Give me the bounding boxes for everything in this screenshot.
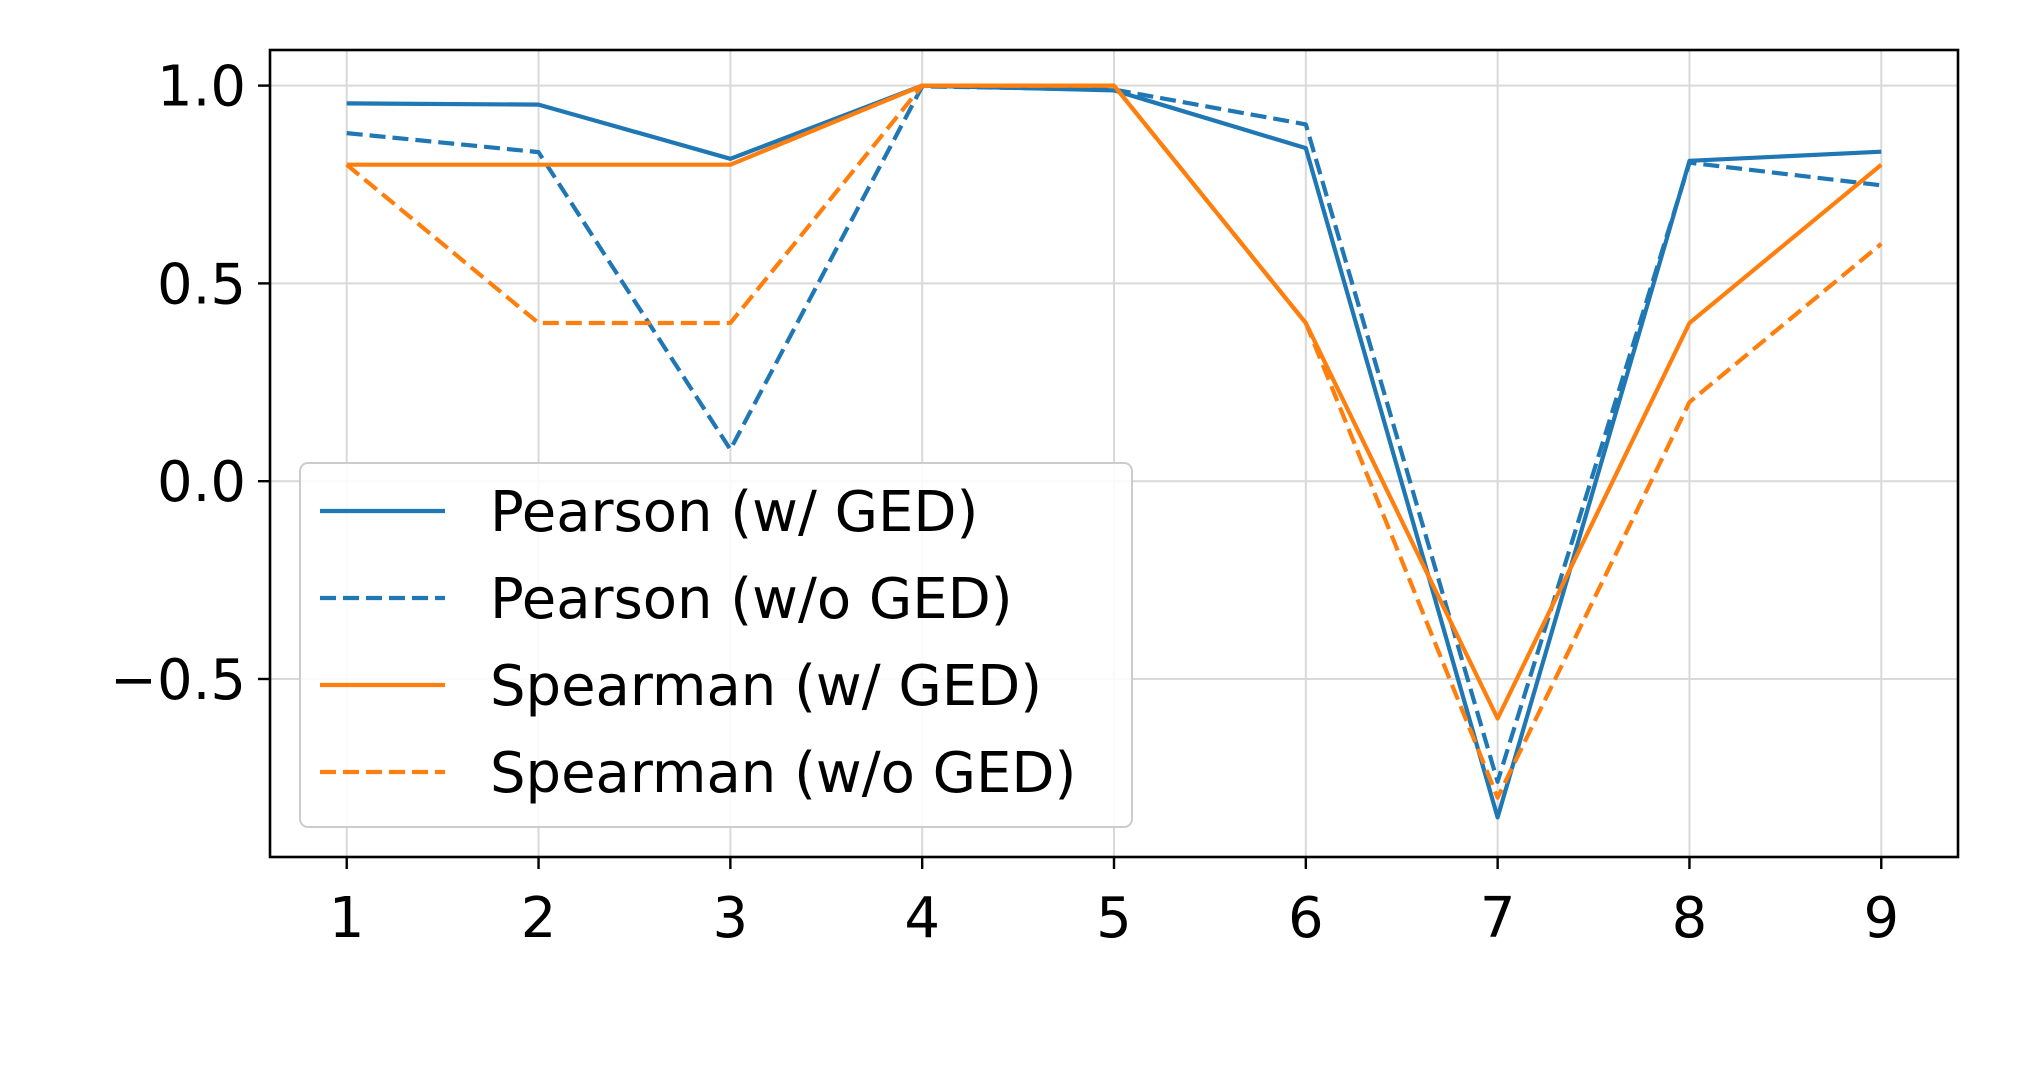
series-lines: [345, 83, 1883, 820]
x-tick-label: 5: [1096, 886, 1132, 951]
legend-box: [299, 462, 1133, 828]
x-tick-label: 7: [1480, 886, 1516, 951]
series-line-2: [346, 84, 1882, 784]
x-tick-label: 4: [904, 886, 940, 951]
x-tick-label: 6: [1288, 886, 1324, 951]
legend-label: Spearman (w/o GED): [490, 741, 1076, 806]
y-tick-label: −0.5: [110, 648, 246, 713]
x-tick-label: 8: [1672, 886, 1708, 951]
series-line-3: [346, 83, 1883, 721]
x-tick-label: 9: [1863, 886, 1899, 951]
y-tick-label: 0.5: [157, 252, 246, 317]
y-tick-label: 0.0: [157, 450, 246, 515]
legend-label: Spearman (w/ GED): [490, 654, 1042, 719]
series-line-1: [346, 83, 1882, 820]
legend: Pearson (w/ GED) Pearson (w/o GED) Spearma…: [299, 462, 1133, 828]
legend-label: Pearson (w/ GED): [490, 480, 978, 545]
x-tick-label: 2: [521, 886, 557, 951]
legend-label: Pearson (w/o GED): [490, 567, 1013, 632]
x-tick-label: 1: [329, 886, 365, 951]
x-tick-label: 3: [713, 886, 749, 951]
axis-ticks: 1 2 3 4 5 6 7 8 9 1.0 0.5 0.0 −0.5: [110, 55, 1899, 951]
series-line-4: [345, 83, 1883, 800]
y-tick-label: 1.0: [157, 55, 246, 120]
